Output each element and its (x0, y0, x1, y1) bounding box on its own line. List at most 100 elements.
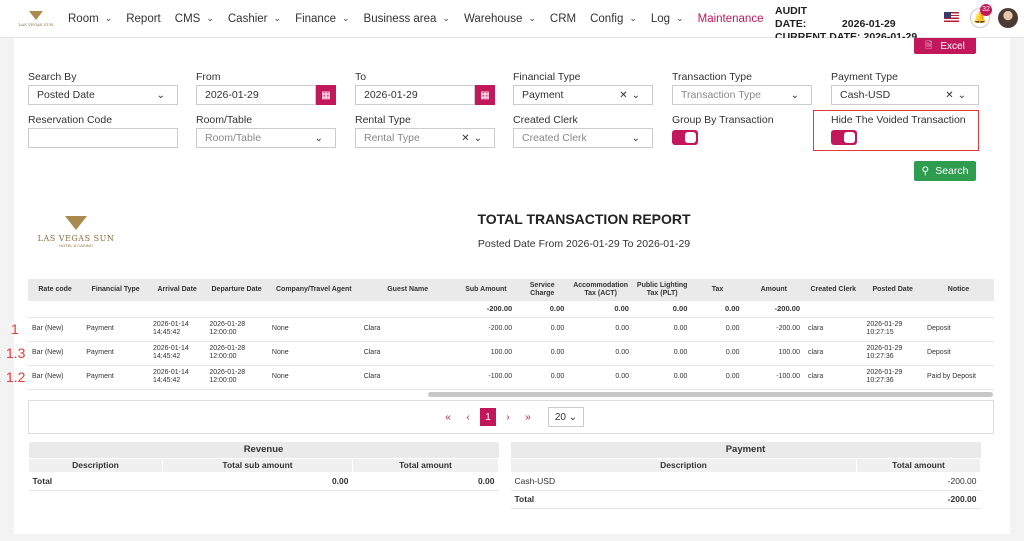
pagination: « ‹ 1 › » 20 ⌄ (28, 400, 994, 434)
last-page-button[interactable]: » (525, 411, 531, 423)
first-page-button[interactable]: « (445, 411, 451, 423)
table-cell: 0.00 (691, 365, 744, 390)
rental-type-select[interactable]: Rental Type ✕⌄ (355, 128, 495, 148)
table-cell: 2026-01-28 12:00:00 (205, 365, 268, 390)
column-header[interactable]: Departure Date (205, 279, 268, 301)
main-menu: Room ⌄ Report CMS ⌄ Cashier ⌄ Finance ⌄ Business … (68, 13, 777, 25)
room-table-select[interactable]: Room/Table ⌄ (196, 128, 336, 148)
rental-type-placeholder: Rental Type (364, 132, 420, 144)
search-by-select[interactable]: Posted Date ⌄ (28, 85, 178, 105)
column-header[interactable]: Posted Date (862, 279, 923, 301)
clear-chevron-icon[interactable]: ✕⌄ (945, 89, 970, 101)
nav-item-report[interactable]: Report (126, 13, 161, 25)
from-date-input[interactable]: 2026-01-29 (196, 85, 316, 105)
audit-date-label: AUDIT DATE: (775, 5, 808, 30)
search-button[interactable]: ⚲ Search (914, 161, 976, 181)
chevron-down-icon: ⌄ (206, 13, 214, 23)
row-annotation-mark: 1.2 (6, 369, 26, 385)
table-row[interactable]: Bar (New) Payment 2026-01-14 14:45:42 2026-… (28, 317, 994, 342)
chevron-down-icon: ⌄ (442, 13, 450, 23)
total-cell (359, 301, 456, 318)
table-row[interactable]: Bar (New) Payment 2026-01-14 14:45:42 2026-… (28, 365, 994, 390)
table-cell: 2026-01-14 14:45:42 (148, 317, 206, 342)
date-panel: AUDIT DATE: 2026-01-29 CURRENT DATE: 202… (775, 5, 917, 44)
file-icon: 🗎 (925, 40, 933, 50)
group-by-toggle[interactable] (672, 130, 698, 145)
excel-export-button[interactable]: 🗎 Excel (914, 38, 976, 54)
user-avatar[interactable] (998, 8, 1018, 28)
clear-chevron-icon[interactable]: ✕⌄ (461, 132, 486, 144)
table-cell: Payment (82, 317, 149, 342)
column-header[interactable]: Guest Name (359, 279, 456, 301)
nav-item-room[interactable]: Room ⌄ (68, 13, 112, 25)
table-cell: Total (28, 472, 163, 491)
financial-type-label: Financial Type (513, 71, 581, 83)
column-header[interactable]: Sub Amount (455, 279, 517, 301)
nav-item-crm[interactable]: CRM (550, 13, 576, 25)
nav-item-cashier[interactable]: Cashier ⌄ (228, 13, 281, 25)
page-size-select[interactable]: 20 ⌄ (548, 407, 584, 427)
table-cell: 2026-01-28 12:00:00 (205, 341, 268, 366)
column-header[interactable]: Company/Travel Agent (267, 279, 360, 301)
total-cell (862, 301, 923, 318)
nav-item-config[interactable]: Config ⌄ (590, 13, 637, 25)
table-cell: 0.00 (516, 365, 569, 390)
prev-page-button[interactable]: ‹ (466, 411, 470, 423)
table-cell: Payment (82, 365, 149, 390)
table-cell: Payment (82, 341, 149, 366)
brand-logo[interactable]: LAS VEGAS SUN (16, 4, 56, 34)
logo-mark-icon (65, 216, 87, 230)
table-cell: -200.00 (856, 472, 981, 491)
column-header[interactable]: Rate code (28, 279, 83, 301)
nav-item-business-area[interactable]: Business area ⌄ (364, 13, 450, 25)
table-cell: 2026-01-29 10:27:36 (862, 365, 923, 390)
column-header: Total sub amount (162, 457, 353, 473)
to-date-input[interactable]: 2026-01-29 (355, 85, 475, 105)
created-clerk-select[interactable]: Created Clerk ⌄ (513, 128, 653, 148)
column-header[interactable]: Accommodation Tax (ACT) (568, 279, 633, 301)
nav-item-log[interactable]: Log ⌄ (651, 13, 684, 25)
us-flag-icon[interactable] (944, 12, 959, 22)
column-header[interactable]: Amount (743, 279, 805, 301)
total-cell (922, 301, 994, 318)
payment-type-select[interactable]: Cash-USD ✕⌄ (831, 85, 979, 105)
payment-title: Payment (510, 442, 981, 458)
column-header[interactable]: Notice (922, 279, 994, 301)
column-header[interactable]: Public Lighting Tax (PLT) (632, 279, 692, 301)
nav-item-warehouse[interactable]: Warehouse ⌄ (464, 13, 536, 25)
table-row: Total -200.00 (510, 490, 981, 509)
total-cell (804, 301, 863, 318)
table-row[interactable]: Bar (New) Payment 2026-01-14 14:45:42 2026-… (28, 341, 994, 366)
column-header[interactable]: Financial Type (82, 279, 149, 301)
reservation-code-label: Reservation Code (28, 114, 113, 126)
table-cell: 2026-01-28 12:00:00 (205, 317, 268, 342)
table-cell: Deposit (922, 341, 994, 366)
nav-item-cms[interactable]: CMS ⌄ (175, 13, 214, 25)
logo-mark-icon (29, 10, 43, 20)
column-header[interactable]: Service Charge (516, 279, 569, 301)
calendar-icon[interactable]: ▦ (475, 85, 495, 105)
calendar-icon[interactable]: ▦ (316, 85, 336, 105)
revenue-header-row: Description Total sub amount Total amount (28, 457, 499, 473)
total-cell (28, 301, 83, 318)
table-cell: 100.00 (455, 341, 517, 366)
transaction-type-select[interactable]: Transaction Type ⌄ (672, 85, 812, 105)
column-header[interactable]: Tax (691, 279, 744, 301)
hide-voided-label: Hide The Voided Transaction (831, 114, 966, 126)
table-cell: 0.00 (568, 341, 633, 366)
column-header[interactable]: Created Clerk (804, 279, 863, 301)
hide-voided-toggle[interactable] (831, 130, 857, 145)
clear-chevron-icon[interactable]: ✕⌄ (619, 89, 644, 101)
horizontal-scrollbar[interactable] (428, 392, 993, 397)
column-header[interactable]: Arrival Date (148, 279, 206, 301)
total-cell: 0.00 (632, 301, 692, 318)
table-cell: None (267, 317, 360, 342)
reservation-code-input[interactable] (28, 128, 178, 148)
nav-item-maintenance[interactable]: Maintenance (698, 13, 764, 25)
financial-type-select[interactable]: Payment ✕⌄ (513, 85, 653, 105)
nav-item-finance[interactable]: Finance ⌄ (295, 13, 349, 25)
table-cell: 0.00 (632, 365, 692, 390)
page-button-current[interactable]: 1 (480, 408, 496, 426)
next-page-button[interactable]: › (506, 411, 510, 423)
table-cell: 2026-01-14 14:45:42 (148, 365, 206, 390)
